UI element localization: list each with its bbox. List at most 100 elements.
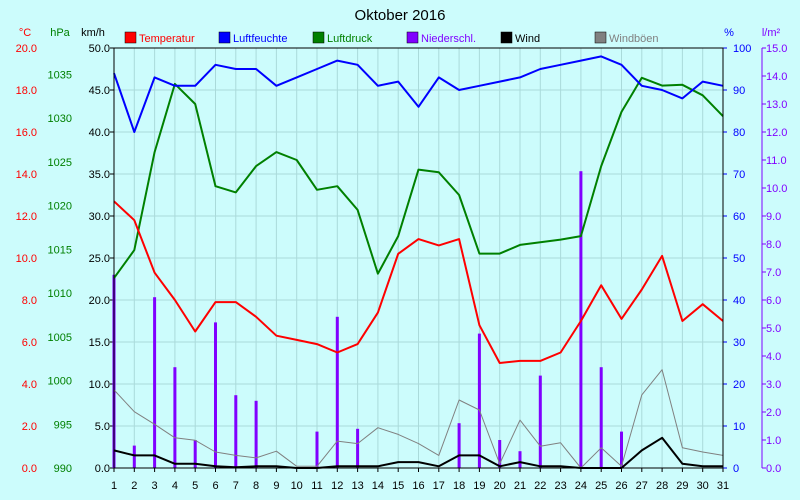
tick-label-wind: 35.0 (89, 169, 110, 181)
tick-label-celsius: 0.0 (22, 463, 37, 475)
legend-swatch-niederschl (406, 31, 419, 44)
axis-wind: km/h 0.0 5.0 10.0 15.0 20.0 25.0 30.0 35.0 40.0 45… (81, 27, 114, 475)
x-tick-label: 28 (656, 480, 668, 492)
tick-label-pressure: 1035 (48, 69, 72, 81)
legend-label-luftdruck: Luftdruck (327, 33, 373, 45)
bar-niederschl-day-26 (620, 431, 623, 468)
x-tick-label: 18 (453, 480, 465, 492)
chart-title: Oktober 2016 (355, 7, 446, 24)
tick-label-wind: 30.0 (89, 211, 110, 223)
tick-label-celsius: 6.0 (22, 337, 37, 349)
tick-label-precip: 12.0 (766, 127, 787, 139)
grid-lines (113, 47, 724, 469)
legend-label-wind: Wind (515, 33, 540, 45)
bar-niederschl-day-13 (356, 428, 360, 468)
bar-niederschl-day-25 (599, 367, 603, 468)
tick-label-wind: 0.0 (95, 463, 110, 475)
x-axis: 1 2 3 4 5 6 7 8 9 10 11 12 13 14 15 16 17 18 19 20 21 22 23 24 2… (111, 468, 729, 492)
tick-label-precip: 6.0 (766, 295, 781, 307)
bar-niederschl-day-8 (254, 400, 258, 468)
legend-label-niederschl: Niederschl. (421, 33, 476, 45)
tick-label-celsius: 8.0 (22, 295, 37, 307)
x-tick-label: 14 (372, 480, 384, 492)
bar-niederschl-day-22 (538, 375, 542, 468)
tick-label-precip: 2.0 (766, 407, 781, 419)
x-tick-label: 25 (595, 480, 607, 492)
tick-label-precip: 5.0 (766, 323, 781, 335)
legend: Temperatur Luftfeuchte Luftdruck Niederschl… (124, 31, 659, 45)
tick-label-celsius: 4.0 (22, 379, 37, 391)
tick-label-precip: 15.0 (766, 43, 787, 55)
tick-label-celsius: 16.0 (16, 127, 37, 139)
axis-unit-humidity: % (724, 27, 734, 39)
tick-label-humidity: 40 (733, 295, 745, 307)
x-tick-label: 4 (172, 480, 178, 492)
tick-label-pressure: 1020 (48, 201, 72, 213)
axis-unit-wind: km/h (81, 27, 105, 39)
tick-label-wind: 25.0 (89, 253, 110, 265)
tick-label-precip: 11.0 (766, 155, 787, 167)
axis-celsius: °C 0.0 2.0 4.0 6.0 8.0 10.0 12.0 14.0 16.0 18.0 20.… (16, 27, 37, 475)
x-tick-label: 26 (615, 480, 627, 492)
tick-label-pressure: 1015 (48, 244, 72, 256)
tick-label-precip: 13.0 (766, 99, 787, 111)
tick-label-humidity: 20 (733, 379, 745, 391)
tick-label-wind: 5.0 (95, 421, 110, 433)
x-tick-label: 2 (131, 480, 137, 492)
bar-niederschl-day-11 (315, 431, 319, 468)
axis-unit-pressure: hPa (50, 27, 70, 39)
tick-label-celsius: 12.0 (16, 211, 37, 223)
x-tick-label: 5 (192, 480, 198, 492)
tick-label-precip: 10.0 (766, 183, 787, 195)
x-tick-label: 24 (575, 480, 587, 492)
series-line-luftfeuchte (113, 55, 724, 133)
tick-label-pressure: 995 (54, 419, 72, 431)
axis-precip: l/m² 0.0 1.0 2.0 3.0 4.0 5.0 6.0 7.0 8.0 9.0 10.0 11… (761, 27, 787, 475)
tick-label-humidity: 70 (733, 169, 745, 181)
x-tick-label: 9 (273, 480, 279, 492)
tick-label-humidity: 100 (733, 43, 751, 55)
bar-niederschl-day-5 (193, 440, 197, 468)
tick-label-humidity: 30 (733, 337, 745, 349)
bar-niederschl-day-20 (498, 440, 502, 468)
x-tick-label: 16 (412, 480, 424, 492)
bar-niederschl-day-19 (477, 333, 481, 468)
x-tick-label: 30 (697, 480, 709, 492)
x-tick-label: 3 (152, 480, 158, 492)
axis-unit-precip: l/m² (762, 27, 781, 39)
tick-label-wind: 40.0 (89, 127, 110, 139)
x-tick-label: 21 (514, 480, 526, 492)
tick-label-pressure: 1030 (48, 113, 72, 125)
tick-label-pressure: 1010 (48, 288, 72, 300)
x-tick-label: 1 (111, 480, 117, 492)
x-tick-label: 27 (636, 480, 648, 492)
tick-label-precip: 7.0 (766, 267, 781, 279)
legend-label-temperatur: Temperatur (139, 33, 195, 45)
axis-unit-celsius: °C (19, 27, 31, 39)
tick-label-precip: 9.0 (766, 211, 781, 223)
tick-label-celsius: 18.0 (16, 85, 37, 97)
x-tick-label: 12 (331, 480, 343, 492)
tick-label-pressure: 1025 (48, 157, 72, 169)
x-tick-label: 10 (291, 480, 303, 492)
legend-label-windboen: Windböen (609, 33, 659, 45)
legend-swatch-wind (500, 31, 513, 44)
bar-niederschl-day-4 (173, 367, 177, 468)
tick-label-celsius: 20.0 (16, 43, 37, 55)
x-tick-label: 23 (554, 480, 566, 492)
tick-label-humidity: 10 (733, 421, 745, 433)
tick-label-precip: 14.0 (766, 71, 787, 83)
tick-label-humidity: 0 (733, 463, 739, 475)
tick-label-pressure: 1005 (48, 332, 72, 344)
x-tick-label: 22 (534, 480, 546, 492)
bar-niederschl-day-3 (153, 297, 157, 468)
legend-swatch-windboen (594, 31, 607, 44)
tick-label-precip: 8.0 (766, 239, 781, 251)
x-tick-label: 19 (473, 480, 485, 492)
x-tick-label: 31 (717, 480, 729, 492)
bar-niederschl-day-7 (234, 395, 238, 468)
x-tick-label: 7 (233, 480, 239, 492)
tick-label-pressure: 990 (54, 463, 72, 475)
series-line-temperatur (113, 200, 724, 364)
